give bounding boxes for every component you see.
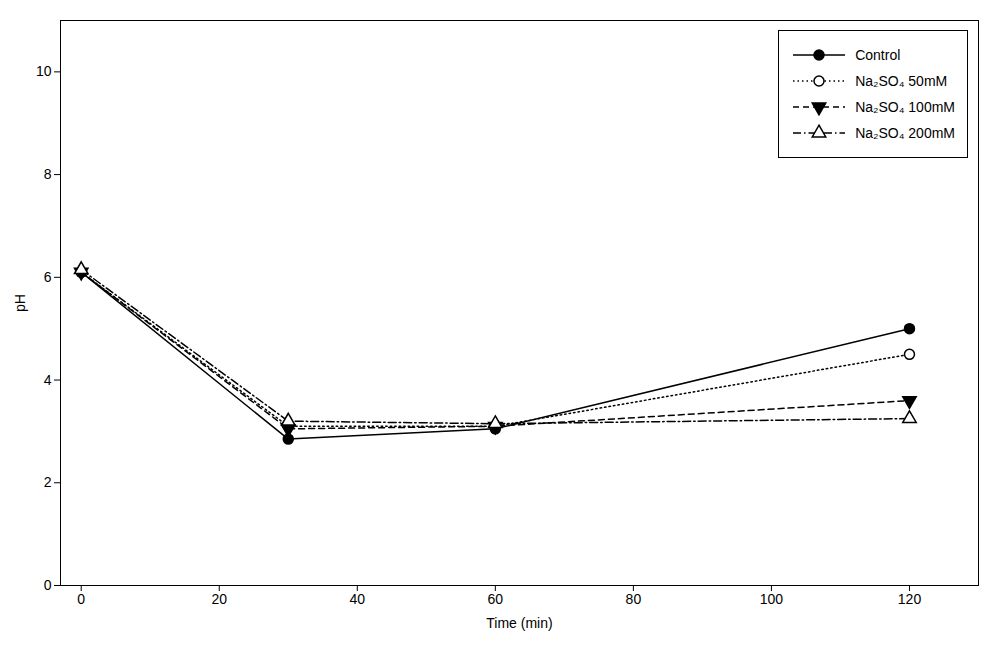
svg-text:60: 60 xyxy=(488,591,504,607)
svg-text:0: 0 xyxy=(77,591,85,607)
html-text:Na₂SO₄ 50mM: Na₂SO₄ 50mM xyxy=(855,73,948,89)
svg-text:6: 6 xyxy=(44,269,52,285)
svg-text:10: 10 xyxy=(36,63,52,79)
html-text:Na₂SO₄ 200mM: Na₂SO₄ 200mM xyxy=(855,125,955,141)
svg-text:0: 0 xyxy=(44,577,52,593)
svg-text:4: 4 xyxy=(44,372,52,388)
svg-text:pH: pH xyxy=(12,294,28,312)
svg-text:100: 100 xyxy=(760,591,784,607)
svg-text:40: 40 xyxy=(350,591,366,607)
html-text:Control: Control xyxy=(855,47,901,63)
svg-text:80: 80 xyxy=(626,591,642,607)
svg-text:120: 120 xyxy=(898,591,922,607)
svg-text:Time (min): Time (min) xyxy=(486,615,552,631)
svg-text:8: 8 xyxy=(44,166,52,182)
svg-text:2: 2 xyxy=(44,474,52,490)
html-text:Na₂SO₄ 100mM: Na₂SO₄ 100mM xyxy=(855,99,955,115)
svg-text:20: 20 xyxy=(211,591,227,607)
